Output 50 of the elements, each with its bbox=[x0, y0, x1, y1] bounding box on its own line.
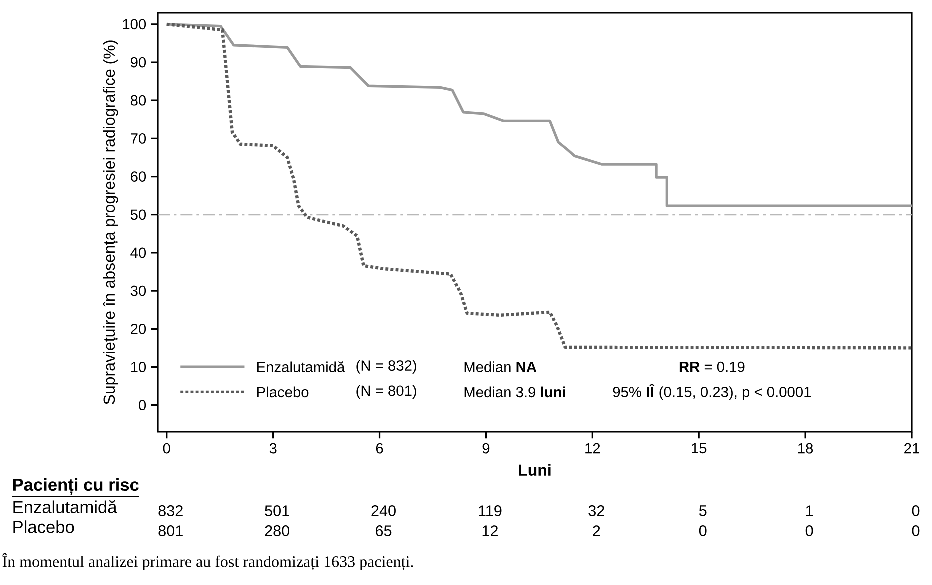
x-tick-label: 6 bbox=[376, 443, 384, 454]
text: Placebo bbox=[14, 520, 74, 534]
text: 119 bbox=[479, 506, 502, 516]
text: În momentul analizei primare au fost randomizați 1633 pacienți. bbox=[2, 553, 414, 571]
text: 0 bbox=[912, 526, 920, 536]
annotation: (N = 832) bbox=[356, 360, 416, 374]
y-tick-label: 30 bbox=[130, 286, 146, 296]
x-tick-label: 3 bbox=[270, 443, 277, 454]
y-tick-label: 10 bbox=[131, 362, 146, 372]
x-tick-label: 12 bbox=[586, 443, 600, 454]
text: 65 bbox=[376, 526, 392, 536]
annotation: Median 3.9 luni bbox=[464, 386, 566, 398]
text: Pacienți cu risc bbox=[13, 478, 139, 495]
text: 1 bbox=[806, 506, 814, 516]
text: 5 bbox=[699, 506, 707, 516]
text: 0 bbox=[806, 526, 814, 536]
annotation: (N = 801) bbox=[356, 385, 416, 400]
text: 12 bbox=[482, 526, 498, 536]
x-tick-label: 9 bbox=[482, 443, 490, 454]
y-tick-label: 60 bbox=[131, 172, 146, 182]
x-axis-title: Luni bbox=[519, 464, 551, 476]
text: 0 bbox=[699, 526, 707, 536]
text: 240 bbox=[372, 506, 396, 516]
y-tick-label: 100 bbox=[123, 19, 146, 30]
annotation: 95% IÎ (0.15, 0.23), p < 0.0001 bbox=[613, 384, 812, 400]
line-series bbox=[165, 22, 914, 350]
y-tick-label: 70 bbox=[131, 134, 146, 144]
text: 280 bbox=[265, 526, 290, 536]
x-tick-label: 15 bbox=[692, 443, 707, 454]
legend-label: Enzalutamidă bbox=[258, 362, 346, 373]
text: 832 bbox=[158, 506, 183, 516]
text: 801 bbox=[158, 526, 183, 536]
y-tick-label: 0 bbox=[139, 400, 146, 411]
text: 32 bbox=[588, 506, 604, 516]
y-tick-label: 40 bbox=[130, 248, 146, 258]
text: 2 bbox=[593, 526, 600, 536]
y-tick-label: 80 bbox=[130, 95, 146, 106]
text: Enzalutamidă bbox=[14, 500, 118, 514]
x-tick-label: 0 bbox=[163, 443, 170, 454]
text: 0 bbox=[912, 506, 920, 516]
y-tick-label: 50 bbox=[130, 210, 146, 220]
y-axis-title: Supraviețuire în absența progresiei radiografice (%) bbox=[103, 40, 118, 405]
x-tick-label: 18 bbox=[798, 443, 814, 454]
annotation: RR = 0.19 bbox=[680, 362, 745, 372]
y-tick-label: 90 bbox=[131, 57, 146, 68]
y-tick-label: 20 bbox=[131, 324, 146, 334]
legend-label: Placebo bbox=[258, 386, 309, 398]
annotation: Median NA bbox=[464, 362, 537, 372]
text: 501 bbox=[265, 506, 290, 516]
x-tick-label: 21 bbox=[904, 443, 920, 454]
